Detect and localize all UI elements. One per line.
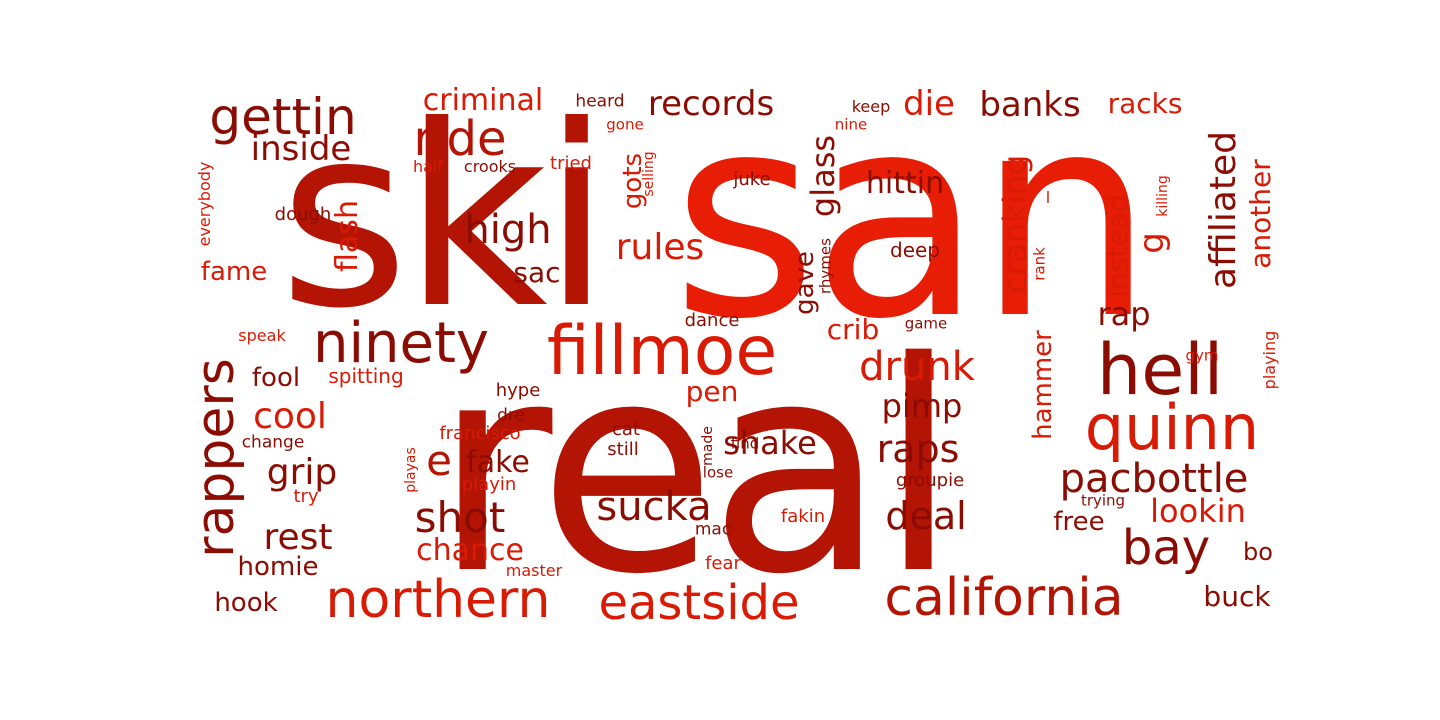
word-california: california (884, 568, 1124, 628)
word-fake: fake (466, 445, 530, 480)
word-deep: deep (890, 238, 940, 262)
word-san: san (671, 55, 1155, 381)
word-records: records (647, 84, 775, 124)
word-playing: playing (1260, 330, 1279, 390)
word-hammer: hammer (1028, 330, 1058, 440)
word-racks: racks (1107, 87, 1183, 120)
word-groupie: groupie (895, 470, 965, 491)
word-try: try (293, 486, 319, 507)
word-rules: rules (615, 227, 705, 268)
word-made: made (700, 426, 716, 466)
word-speak: speak (238, 326, 286, 345)
word-shake: shake (723, 424, 817, 462)
word-playin: playin (461, 474, 517, 495)
word-rank: rank (1030, 247, 1049, 281)
word-drunk: drunk (859, 344, 975, 390)
word-cat: cat (612, 419, 640, 440)
word-lose: lose (702, 463, 734, 482)
word-criminal: criminal (422, 83, 544, 118)
word-half: half (412, 157, 444, 176)
word-rappers: rappers (186, 358, 246, 558)
word-fool: fool (251, 363, 301, 393)
word-everybody: everybody (195, 161, 214, 247)
word-change: change (241, 432, 305, 453)
word-quinn: quinn (1084, 391, 1260, 464)
word-sucka: sucka (596, 484, 712, 530)
word-selling: selling (641, 151, 657, 197)
word-ride: ride (413, 111, 507, 167)
word-g: g (1132, 232, 1172, 254)
word-gave: gave (790, 251, 820, 315)
word-raps: raps (876, 427, 960, 471)
word-another: another (1244, 159, 1277, 269)
word-bo: bo (1243, 538, 1273, 566)
word-crooks: crooks (463, 157, 517, 176)
word-real: real (433, 301, 959, 638)
word-juke: juke (733, 169, 771, 190)
word-eastside: eastside (598, 575, 800, 631)
word-fear: fear (705, 553, 741, 574)
word-free: free (1053, 507, 1105, 537)
word-killing: killing (1155, 175, 1171, 217)
word-keep: keep (851, 97, 891, 116)
word-cool: cool (253, 396, 327, 437)
word-e: e (426, 436, 452, 485)
word-fakin: fakin (780, 506, 826, 527)
word-hell: hell (1096, 329, 1224, 411)
word-fillmoe: fillmoe (546, 312, 778, 391)
word-playas: playas (403, 447, 419, 493)
word-high: high (464, 207, 552, 253)
word-fame: fame (200, 257, 268, 287)
word-buck: buck (1203, 580, 1271, 613)
word-pen: pen (685, 375, 739, 408)
word-crib: crib (826, 313, 880, 346)
word-flash: flash (330, 200, 365, 272)
word-dre: dre (497, 405, 525, 426)
word-affiliated: affiliated (1203, 130, 1244, 290)
word-spitting: spitting (328, 364, 404, 388)
word-dough: dough (274, 204, 332, 225)
word-glass: glass (804, 134, 842, 218)
word-francisco: francisco (439, 423, 521, 444)
word-game: game (904, 314, 948, 333)
word-hook: hook (214, 588, 278, 618)
word-instead: instead (1101, 194, 1134, 298)
word-homie: homie (237, 552, 319, 582)
word-sac: sac (513, 256, 561, 289)
word-rhymes: rhymes (816, 238, 835, 294)
word-pacbottle: pacbottle (1059, 456, 1249, 502)
word-inside: inside (250, 129, 352, 169)
word-tried: tried (550, 153, 592, 174)
word-gym: gym (1185, 346, 1219, 365)
word-ninety: ninety (312, 311, 490, 376)
word-l: l (1045, 188, 1051, 207)
word-grip: grip (266, 452, 338, 493)
word-gettin: gettin (209, 88, 357, 146)
word-find: find (730, 434, 760, 453)
word-cranking: cranking (996, 154, 1034, 294)
word-master: master (505, 561, 563, 580)
word-die: die (903, 84, 955, 124)
word-lookin: lookin (1150, 492, 1246, 530)
word-dance: dance (684, 310, 740, 331)
word-deal: deal (885, 494, 967, 538)
word-rap: rap (1097, 295, 1151, 333)
word-trying: trying (1080, 491, 1126, 510)
word-bay: bay (1121, 520, 1211, 576)
word-still: still (607, 439, 639, 460)
word-mac: mac (694, 519, 732, 540)
word-banks: banks (979, 85, 1081, 125)
word-heard: heard (575, 91, 625, 112)
word-northern: northern (325, 570, 551, 630)
word-pimp: pimp (881, 387, 963, 425)
word-hittin: hittin (865, 166, 945, 201)
word-chance: chance (416, 533, 524, 568)
word-gone: gone (606, 115, 644, 134)
word-nine: nine (834, 115, 868, 134)
word-shot: shot (414, 493, 506, 542)
word-hype: hype (495, 380, 541, 401)
word-ski: ski (278, 72, 611, 363)
word-rest: rest (263, 517, 333, 558)
